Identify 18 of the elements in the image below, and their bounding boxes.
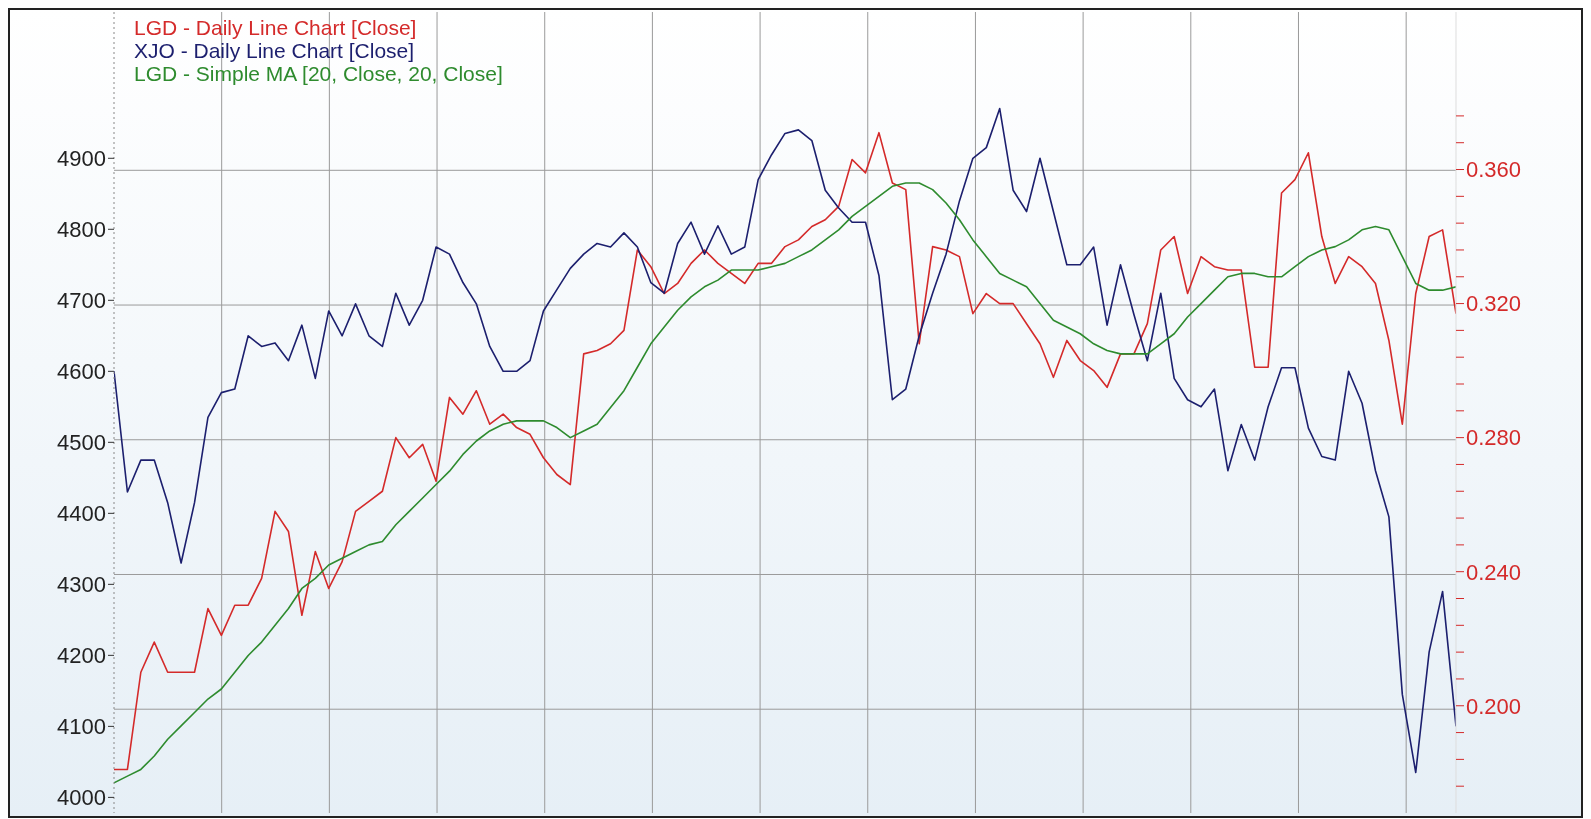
- y-tick-label: 4300: [57, 572, 106, 598]
- y2-tick-label: 0.200: [1466, 693, 1522, 719]
- y-tick-label: 4700: [57, 288, 106, 314]
- y-tick-label: 4600: [57, 359, 106, 385]
- y-tick-label: 4900: [57, 146, 106, 172]
- y2-tick-label: 0.320: [1466, 291, 1522, 317]
- y-tick-label: 4400: [57, 501, 106, 527]
- y2-tick-label: 0.240: [1466, 559, 1522, 585]
- y-tick-label: 4000: [57, 785, 106, 811]
- y2-tick-label: 0.360: [1466, 157, 1522, 183]
- y-tick-label: 4200: [57, 643, 106, 669]
- y2-tick-label: 0.280: [1466, 425, 1522, 451]
- text: XJO - Daily Line Chart [Close]: [134, 39, 416, 62]
- y-tick-label: 4100: [57, 714, 106, 740]
- y-tick-label: 4800: [57, 217, 106, 243]
- y-tick-label: 4500: [57, 430, 106, 456]
- text: LGD - Daily Line Chart [Close]: [134, 16, 418, 39]
- text: LGD - Simple MA [20, Close, 20, Close]: [134, 62, 503, 85]
